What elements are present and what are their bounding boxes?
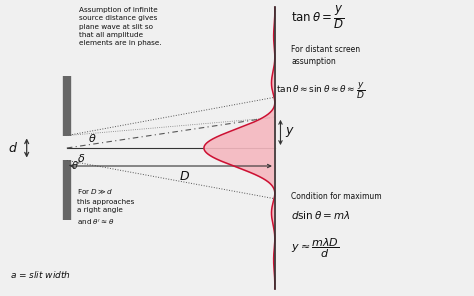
Text: $d\sin\theta = m\lambda$: $d\sin\theta = m\lambda$ [292,209,351,221]
Text: $\tan\theta = \dfrac{y}{D}$: $\tan\theta = \dfrac{y}{D}$ [292,4,345,31]
Text: $y \approx \dfrac{m\lambda D}{d}$: $y \approx \dfrac{m\lambda D}{d}$ [292,237,340,260]
Text: For distant screen
assumption: For distant screen assumption [292,45,360,66]
Text: Condition for maximum: Condition for maximum [292,192,382,201]
Text: $\theta$: $\theta$ [88,132,97,144]
Text: $\tan\theta \approx \sin\theta \approx \theta \approx \dfrac{y}{D}$: $\tan\theta \approx \sin\theta \approx \… [276,80,365,101]
Text: $a$ = slit width: $a$ = slit width [10,269,71,280]
Text: For $D \gg d$
this approaches
a right angle
and $\theta' \approx \theta$: For $D \gg d$ this approaches a right an… [77,187,135,227]
Text: $d$: $d$ [8,141,18,155]
Text: $\theta'$: $\theta'$ [71,159,81,171]
Text: $y$: $y$ [285,126,295,139]
Text: $D$: $D$ [180,170,191,183]
Text: Assumption of infinite
source distance gives
plane wave at slit so
that all ampl: Assumption of infinite source distance g… [79,7,161,46]
Text: $\delta$: $\delta$ [77,152,85,164]
